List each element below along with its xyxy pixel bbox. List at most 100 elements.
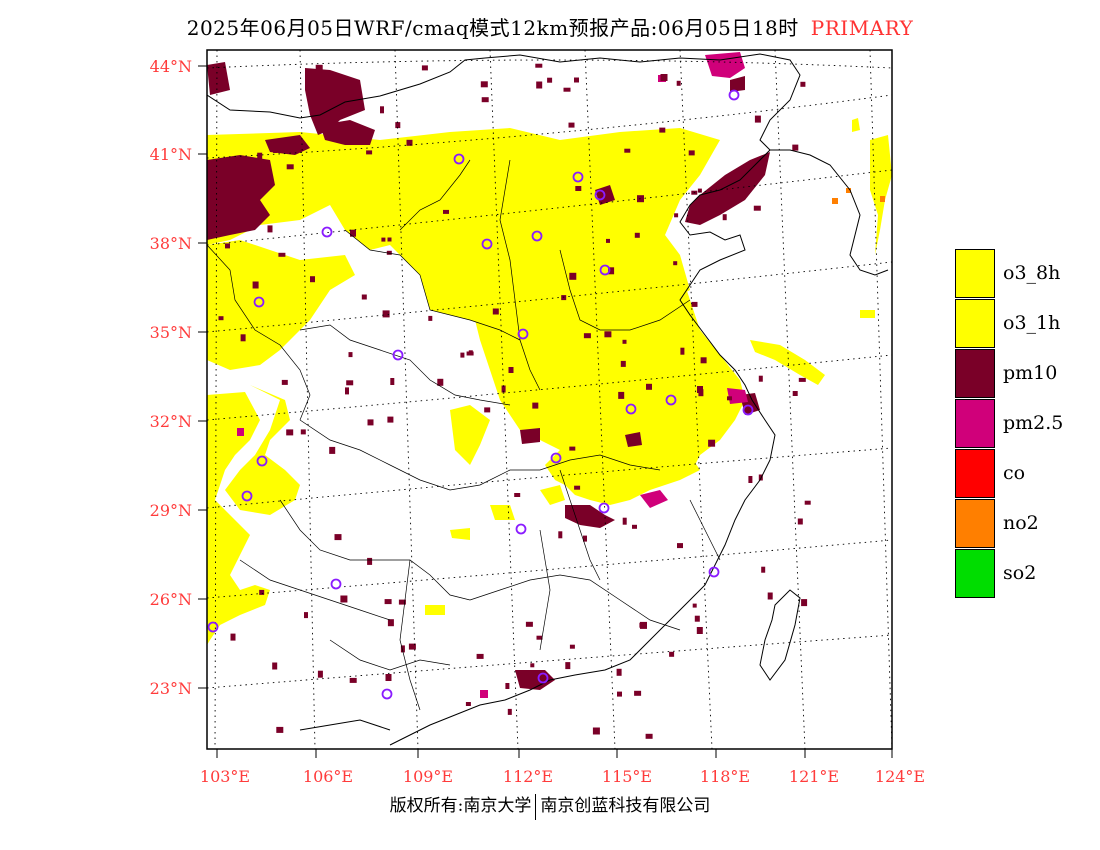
pm10-speckle — [259, 589, 265, 595]
pm10-speckle — [616, 668, 622, 676]
pm10-speckle — [390, 378, 395, 385]
pm10-speckle — [669, 651, 675, 657]
pm10-speckle — [367, 419, 374, 426]
lat-label: 38°N — [150, 234, 192, 253]
pm10-speckle — [387, 237, 392, 242]
lon-label: 103°E — [200, 767, 250, 786]
pm10-speckle — [386, 250, 392, 255]
lat-label: 44°N — [150, 57, 192, 76]
pm10-speckle — [273, 149, 278, 153]
pm10-speckle — [767, 592, 773, 600]
legend-swatch — [955, 399, 995, 448]
pm10-speckle — [525, 621, 533, 627]
pm10-speckle — [798, 377, 806, 382]
no2-regions — [832, 188, 885, 204]
pm10-speckle — [632, 524, 637, 529]
pm10-speckle — [367, 557, 373, 565]
lon-label: 109°E — [403, 767, 453, 786]
pm10-speckle — [677, 543, 683, 549]
pm10-speckle — [574, 77, 579, 83]
lat-label: 29°N — [150, 501, 192, 520]
pm10-speckle — [792, 144, 799, 151]
lon-label: 106°E — [303, 767, 353, 786]
pm10-speckle — [380, 106, 384, 114]
pm10-speckle — [634, 690, 642, 696]
legend-label: no2 — [1003, 512, 1039, 534]
pm10-speckle — [349, 677, 357, 683]
pm10-speckle — [698, 389, 704, 397]
pm10-speckle — [366, 150, 373, 155]
pm10-speckle — [801, 599, 808, 607]
pm10-speckle — [645, 733, 653, 739]
pm10-speckle — [361, 294, 367, 300]
legend-swatch — [955, 449, 995, 498]
pm10-speckle — [408, 643, 416, 650]
pm10-speckle — [722, 214, 727, 221]
copyright-right: 南京创蓝科技有限公司 — [540, 796, 711, 816]
lat-label: 35°N — [150, 323, 192, 342]
pm10-speckle — [659, 127, 666, 133]
legend-swatch — [955, 299, 995, 348]
pm10-speckle — [508, 367, 514, 373]
pm10-speckle — [218, 316, 224, 321]
pm10-speckle — [272, 662, 278, 670]
pm10-speckle — [748, 476, 753, 483]
pm10-speckle — [592, 727, 600, 735]
pm10-speckle — [697, 188, 702, 193]
pm10-speckle — [395, 122, 401, 129]
pm10-speckle — [688, 150, 695, 156]
pm10-speckle — [345, 387, 349, 395]
footer-divider — [535, 793, 537, 820]
pm10-speckle — [278, 252, 286, 257]
pm10-speckle — [286, 164, 294, 170]
pm10-speckle — [437, 378, 444, 386]
legend-swatch — [955, 249, 995, 298]
pm10-speckle — [381, 237, 386, 242]
legend-label: co — [1003, 462, 1026, 484]
pm10-speckle — [286, 429, 294, 436]
pm10-speckle — [387, 619, 394, 627]
pm10-speckle — [700, 357, 707, 364]
pm10-speckle — [315, 64, 323, 70]
map-frame — [206, 49, 893, 750]
pm10-speckle — [758, 375, 763, 382]
pm10-speckle — [535, 63, 543, 68]
pm10-speckle — [568, 122, 575, 128]
pm10-speckle — [753, 205, 761, 211]
pm10-speckle — [334, 534, 342, 541]
pm10-speckle — [574, 485, 581, 490]
pm10-speckle — [276, 726, 284, 733]
pm10-speckle — [634, 232, 640, 238]
pm10-speckle — [674, 213, 679, 218]
pm10-speckle — [398, 599, 406, 605]
lon-label: 118°E — [700, 767, 750, 786]
lat-labels: 44°N 41°N 38°N 35°N 32°N 29°N 26°N 23°N — [150, 57, 192, 698]
pm10-speckle — [608, 267, 615, 275]
pm10-speckle — [421, 65, 428, 71]
pm10-speckle — [507, 708, 512, 715]
legend-label: pm10 — [1003, 362, 1058, 384]
pm10-speckle — [530, 663, 535, 668]
pm10-speckle — [620, 360, 626, 367]
pm10-speckle — [382, 310, 390, 318]
boundary-lines — [207, 53, 889, 746]
pm10-speckle — [624, 148, 631, 153]
pm10-speckle — [691, 301, 698, 307]
o3-regions — [207, 118, 892, 645]
pm10-speckle — [696, 627, 703, 634]
legend-label: pm2.5 — [1003, 412, 1064, 434]
pm10-speckle — [583, 535, 587, 542]
pm10-speckle — [583, 333, 591, 339]
map-title: 2025年06月05日WRF/cmaq模式12km预报产品:06月05日18时 P… — [0, 12, 1100, 41]
legend-swatch — [955, 549, 995, 598]
pm10-speckle — [300, 429, 306, 435]
pm10-speckle — [797, 518, 803, 525]
pm10-speckle — [673, 261, 678, 266]
pm10-speckle — [484, 407, 491, 413]
pm10-speckle — [225, 243, 230, 249]
pm10-speckle — [480, 81, 488, 88]
pm10-speckle — [230, 633, 236, 641]
title-text: 2025年06月05日WRF/cmaq模式12km预报产品:06月05日18时 — [186, 16, 799, 40]
pm10-speckle — [569, 272, 577, 280]
